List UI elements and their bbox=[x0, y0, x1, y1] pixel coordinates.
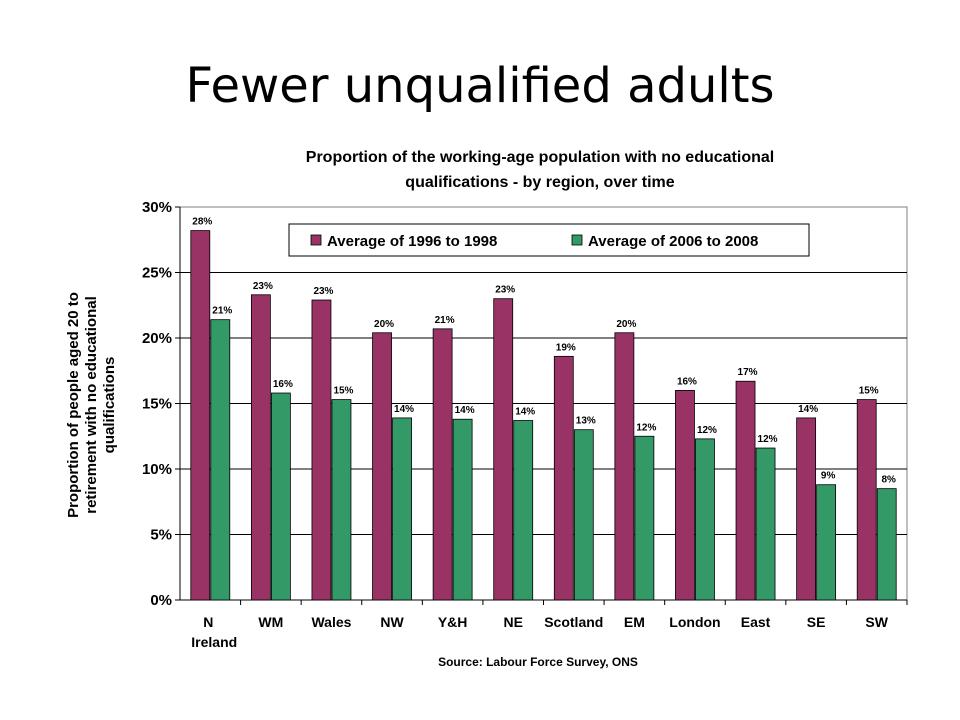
bar-series-2 bbox=[695, 438, 715, 601]
x-category-label: SE bbox=[807, 614, 826, 630]
y-tick-label: 5% bbox=[150, 527, 172, 544]
bar-series-2 bbox=[573, 429, 594, 601]
data-label: 15% bbox=[333, 386, 353, 397]
data-label: 19% bbox=[556, 342, 576, 353]
bar-series-2 bbox=[270, 392, 291, 601]
x-category-label: NW bbox=[380, 614, 404, 630]
bar-series-2 bbox=[816, 484, 837, 601]
data-label: 20% bbox=[616, 319, 636, 330]
data-label: 15% bbox=[859, 386, 879, 397]
grid bbox=[175, 206, 908, 605]
x-axis-categories: N Ireland WM Wales NW Y&H NE Scotland EM London Ea… bbox=[191, 614, 888, 650]
y-tick-label: 10% bbox=[142, 461, 172, 478]
bar-series-2 bbox=[755, 447, 776, 601]
bar-series-1 bbox=[675, 389, 695, 601]
y-axis-label-line-2: retirement with no educational bbox=[83, 296, 100, 514]
data-label: 13% bbox=[576, 416, 596, 427]
bar-series-1 bbox=[190, 230, 211, 601]
y-tick-label: 15% bbox=[142, 396, 172, 413]
data-label: 21% bbox=[212, 306, 232, 317]
data-label: 23% bbox=[495, 285, 515, 296]
y-axis-label: Proportion of people aged 20 to retireme… bbox=[65, 292, 118, 518]
x-category-label: WM bbox=[258, 614, 283, 630]
bar-series-2 bbox=[452, 418, 473, 601]
y-tick-label: 20% bbox=[142, 330, 172, 347]
chart-title-line-2: qualifications - by region, over time bbox=[405, 174, 674, 191]
data-label: 12% bbox=[636, 422, 656, 433]
data-label: 14% bbox=[798, 404, 818, 415]
bar-series-2 bbox=[634, 435, 655, 601]
bar-series-1 bbox=[250, 294, 271, 601]
bar-series-1 bbox=[796, 417, 817, 601]
data-label: 9% bbox=[821, 471, 836, 482]
y-axis-ticks: 0% 5% 10% 15% 20% 25% 30% bbox=[142, 199, 172, 609]
bar-series-2 bbox=[210, 319, 231, 601]
bar-series-1 bbox=[856, 399, 877, 601]
legend-label-2: Average of 2006 to 2008 bbox=[588, 233, 758, 250]
bar-series-1 bbox=[614, 332, 635, 601]
bar-series-1 bbox=[432, 328, 453, 601]
data-label: 14% bbox=[455, 405, 475, 416]
bar-series-2 bbox=[331, 399, 352, 601]
legend-label-1: Average of 1996 to 1998 bbox=[327, 233, 497, 250]
legend-swatch-1 bbox=[310, 234, 322, 246]
data-label: 21% bbox=[435, 315, 455, 326]
data-label: 23% bbox=[313, 286, 333, 297]
bar-series-1 bbox=[372, 332, 392, 601]
bar-series-1 bbox=[553, 355, 574, 601]
data-label: 14% bbox=[515, 407, 535, 418]
data-label: 12% bbox=[758, 434, 778, 445]
x-category-label: NE bbox=[503, 614, 522, 630]
y-tick-label: 0% bbox=[150, 592, 172, 609]
chart-source: Source: Labour Force Survey, ONS bbox=[438, 655, 638, 669]
bar-series-1 bbox=[735, 380, 756, 601]
data-label: 14% bbox=[394, 404, 414, 415]
x-category-label: SW bbox=[865, 614, 888, 630]
chart-title-line-1: Proportion of the working-age population… bbox=[306, 149, 774, 166]
data-label: 28% bbox=[192, 217, 212, 228]
y-axis-label-line-1: Proportion of people aged 20 to bbox=[65, 292, 82, 518]
data-label: 20% bbox=[374, 319, 394, 330]
data-label: 16% bbox=[273, 379, 293, 390]
legend: Average of 1996 to 1998 Average of 2006 … bbox=[288, 223, 810, 257]
data-label: 12% bbox=[697, 425, 717, 436]
y-tick-label: 30% bbox=[142, 199, 172, 216]
data-label: 16% bbox=[677, 376, 697, 387]
data-label: 8% bbox=[881, 475, 896, 486]
bar-series-1 bbox=[311, 299, 332, 601]
legend-swatch-2 bbox=[571, 234, 583, 246]
bar-series-2 bbox=[876, 488, 897, 601]
bar-series-1 bbox=[493, 298, 514, 601]
legend-box bbox=[288, 223, 810, 257]
x-category-label: Ireland bbox=[191, 634, 237, 650]
slide-title: Fewer unqualified adults bbox=[185, 58, 775, 114]
x-category-label: Scotland bbox=[544, 614, 603, 630]
data-label: 17% bbox=[738, 367, 758, 378]
bars bbox=[190, 230, 897, 601]
x-category-label: East bbox=[741, 614, 771, 630]
x-category-label: London bbox=[669, 614, 720, 630]
chart-title-group: Proportion of the working-age population… bbox=[306, 149, 774, 191]
x-category-label: EM bbox=[624, 614, 645, 630]
data-label: 23% bbox=[253, 281, 273, 292]
bar-series-2 bbox=[513, 420, 534, 601]
y-tick-label: 25% bbox=[142, 265, 172, 282]
x-category-label: Wales bbox=[311, 614, 351, 630]
bar-series-2 bbox=[392, 417, 412, 601]
x-category-label: N bbox=[203, 614, 213, 630]
y-axis-label-line-3: qualifications bbox=[101, 357, 118, 454]
data-labels: 28% 21% 23% 16% 23% 15% 20% 14% 21% 14% 23% 14% 19% 1… bbox=[192, 217, 896, 486]
x-category-label: Y&H bbox=[438, 614, 468, 630]
